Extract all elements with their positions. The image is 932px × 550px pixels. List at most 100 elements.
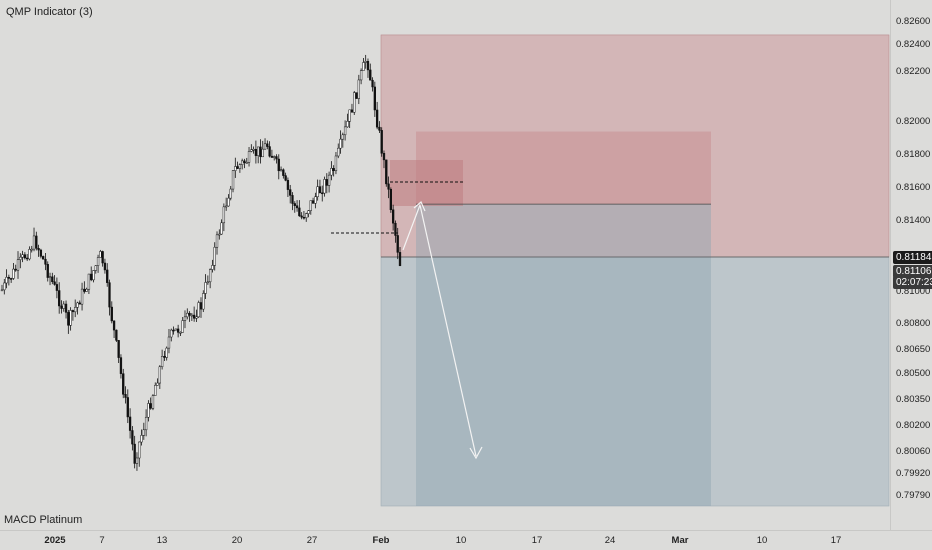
- candle-body: [369, 69, 372, 81]
- take-profit-zone: [380, 256, 890, 507]
- candle-body: [346, 121, 349, 128]
- candle-body: [80, 288, 84, 305]
- candle-body: [385, 159, 388, 185]
- candle-body: [192, 314, 196, 319]
- time-tick-label: 2025: [44, 535, 66, 546]
- candle-body: [343, 126, 347, 136]
- current-price-badge: 0.81106: [893, 265, 932, 278]
- candle-body: [51, 276, 54, 283]
- candle-body: [160, 356, 164, 368]
- candle-body: [371, 79, 374, 88]
- candle-body: [85, 288, 88, 292]
- price-tick-label: 0.82600: [896, 16, 930, 27]
- candle-body: [227, 197, 230, 207]
- time-tick-label: Mar: [672, 535, 689, 546]
- candle-body: [202, 293, 205, 310]
- candle-body: [268, 146, 271, 157]
- candle-body: [380, 130, 383, 154]
- candle-body: [35, 235, 38, 249]
- candle-body: [140, 435, 143, 443]
- candle-body: [277, 158, 280, 172]
- candle-body: [26, 257, 29, 260]
- candle-body: [131, 430, 134, 445]
- candle-body: [78, 302, 81, 305]
- candle-body: [167, 336, 171, 349]
- price-tick-label: 0.82200: [896, 66, 930, 77]
- candle-body: [263, 143, 267, 150]
- candle-body: [311, 200, 315, 204]
- time-tick-label: 17: [532, 535, 543, 546]
- candle-body: [398, 252, 402, 266]
- candle-body: [23, 254, 27, 259]
- candle-body: [176, 328, 180, 333]
- candle-body: [186, 312, 189, 318]
- candle-body: [112, 320, 116, 331]
- candle-body: [254, 148, 258, 156]
- candle-body: [378, 126, 381, 131]
- candle-body: [103, 262, 107, 271]
- candle-body: [133, 443, 136, 464]
- candle-body: [357, 79, 360, 99]
- candle-body: [195, 316, 198, 319]
- candle-body: [218, 233, 221, 236]
- candle-body: [339, 138, 342, 149]
- candle-body: [156, 382, 159, 386]
- candle-body: [325, 179, 328, 186]
- candle-body: [211, 265, 214, 270]
- candle-body: [236, 166, 239, 169]
- candle-body: [250, 149, 253, 152]
- candle-body: [355, 92, 358, 99]
- candle-body: [391, 209, 395, 224]
- candle-body: [87, 273, 91, 290]
- candle-body: [30, 248, 33, 251]
- countdown-badge: 02:07:23: [893, 276, 932, 289]
- candle-body: [382, 153, 386, 161]
- candle-body: [64, 303, 68, 313]
- candle-body: [44, 258, 47, 265]
- candle-body: [316, 186, 319, 198]
- candle-body: [394, 222, 397, 236]
- candle-body: [396, 235, 399, 253]
- price-tick-label: 0.81400: [896, 215, 930, 226]
- candle-body: [147, 403, 150, 418]
- candle-body: [238, 164, 242, 169]
- candle-body: [163, 356, 166, 358]
- candle-body: [48, 276, 52, 279]
- candle-body: [334, 155, 338, 172]
- time-axis-divider: [0, 530, 932, 531]
- candle-body: [62, 303, 65, 309]
- price-tick-label: 0.79790: [896, 490, 930, 501]
- macd-pane-label: MACD Platinum: [4, 514, 83, 526]
- candle-body: [279, 169, 283, 172]
- candle-body: [124, 394, 127, 398]
- indicator-label: QMP Indicator (3): [6, 6, 93, 18]
- price-tick-label: 0.80200: [896, 420, 930, 431]
- candle-body: [188, 312, 191, 316]
- candles: [0, 54, 402, 471]
- candle-body: [190, 314, 194, 317]
- price-tick-label: 0.79920: [896, 468, 930, 479]
- candle-body: [220, 222, 223, 235]
- candle-body: [337, 147, 340, 157]
- annotations: [331, 181, 483, 460]
- supply-block: [390, 160, 463, 206]
- price-tick-label: 0.81000: [896, 286, 930, 297]
- price-tick-label: 0.80650: [896, 344, 930, 355]
- candle-body: [300, 215, 303, 218]
- candle-body: [46, 264, 49, 278]
- candle-body: [142, 429, 145, 436]
- candle-body: [387, 183, 390, 190]
- candle-body: [94, 265, 97, 271]
- price-tick-label: 0.80350: [896, 394, 930, 405]
- candle-body: [270, 155, 274, 158]
- candle-body: [321, 192, 324, 195]
- price-tick-label: 0.80800: [896, 318, 930, 329]
- candle-body: [282, 169, 285, 176]
- candle-body: [350, 109, 354, 113]
- candle-body: [74, 307, 77, 313]
- candle-body: [135, 457, 139, 464]
- candle-body: [197, 302, 200, 318]
- candle-body: [293, 203, 296, 206]
- candle-body: [144, 416, 148, 431]
